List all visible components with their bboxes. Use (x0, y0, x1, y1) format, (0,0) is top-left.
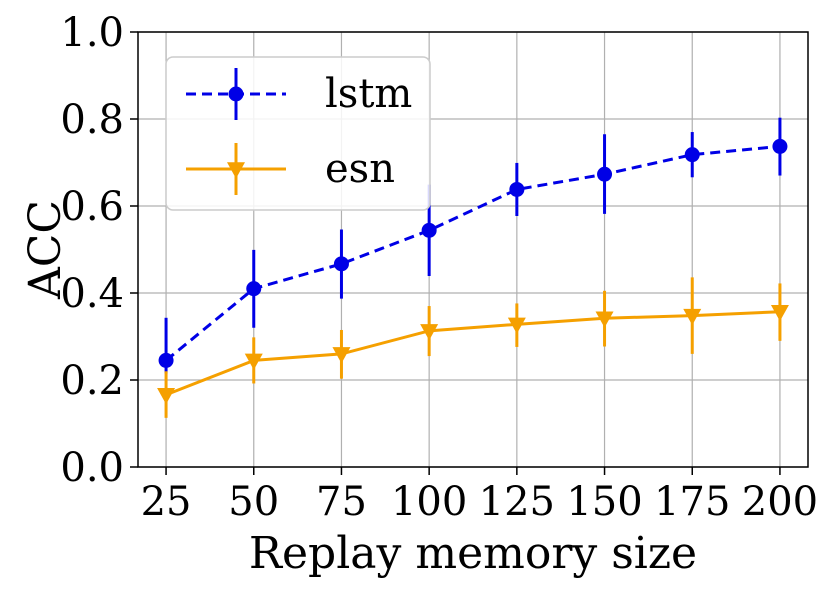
data-point (246, 281, 262, 297)
y-axis-label: ACC (20, 200, 71, 300)
legend: lstm esn (165, 56, 431, 211)
legend-label: lstm (325, 71, 412, 117)
x-tick-label: 125 (479, 479, 555, 525)
data-point (333, 256, 349, 272)
y-tick-label: 0.4 (60, 271, 124, 317)
legend-label: esn (325, 146, 395, 192)
x-tick-label: 50 (228, 479, 279, 525)
legend-marker (227, 162, 245, 179)
data-point (332, 347, 351, 364)
y-tick-label: 1.0 (60, 10, 124, 56)
x-axis-label: Replay memory size (249, 528, 697, 579)
legend-marker (228, 86, 244, 102)
data-point (158, 352, 174, 368)
x-tick-label: 175 (654, 479, 730, 525)
data-point (684, 147, 700, 163)
ticks: 25 50 75 100 125 150 175 200 0.0 0.2 0.4 0.6 0.8 1.0 (60, 10, 818, 525)
data-point (770, 304, 789, 322)
x-tick-label: 25 (141, 479, 192, 525)
data-point (509, 181, 525, 197)
data-point (507, 317, 526, 334)
x-tick-label: 100 (391, 479, 467, 525)
data-point (597, 166, 613, 182)
y-tick-label: 0.6 (60, 184, 124, 230)
legend-entry-esn: esn (186, 143, 395, 195)
x-tick-label: 150 (566, 479, 642, 525)
data-point (421, 222, 437, 238)
x-tick-label: 75 (316, 479, 367, 525)
x-tick-label: 200 (742, 479, 818, 525)
series-lstm (158, 117, 788, 374)
series-line (165, 310, 781, 397)
series-esn (157, 277, 789, 418)
series-line (165, 144, 781, 362)
data-point (772, 138, 788, 154)
plot-frame (137, 31, 809, 468)
data-point (244, 353, 263, 370)
y-tick-label: 0.8 (60, 97, 124, 143)
series-group (157, 117, 789, 418)
y-tick-label: 0.0 (60, 445, 124, 491)
data-point (420, 324, 439, 341)
data-point (595, 311, 614, 328)
y-tick-label: 0.2 (60, 358, 124, 404)
legend-entry-lstm: lstm (186, 68, 412, 120)
data-point (683, 308, 702, 326)
data-point (157, 388, 176, 405)
